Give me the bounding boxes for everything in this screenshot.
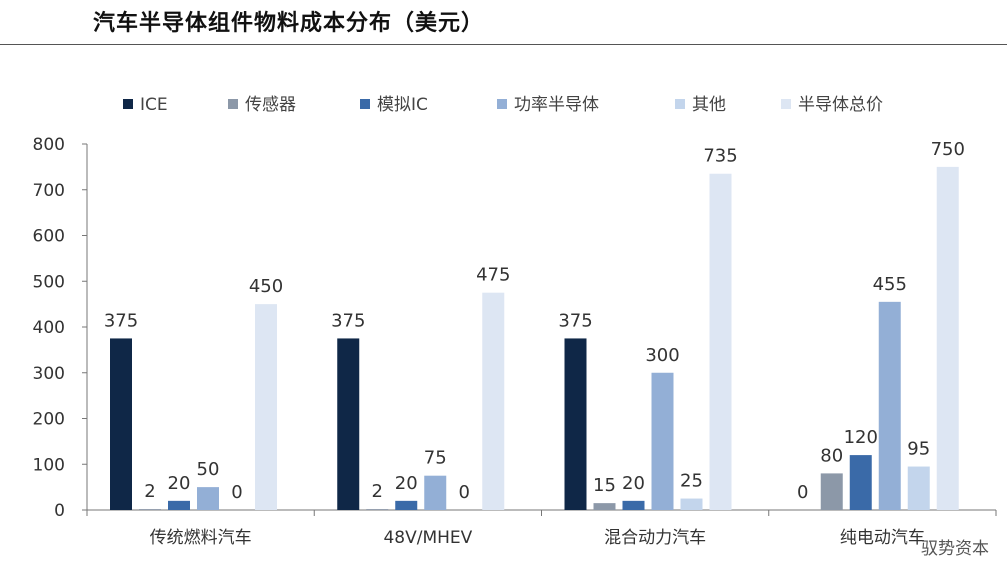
bar	[849, 455, 872, 510]
bar	[482, 292, 505, 510]
bar	[936, 166, 959, 510]
data-label: 300	[645, 345, 679, 366]
bar	[197, 487, 219, 510]
data-label: 450	[249, 276, 283, 297]
legend-label: 功率半导体	[514, 95, 599, 115]
data-label: 80	[820, 445, 843, 466]
y-tick-label: 600	[33, 227, 65, 247]
x-category-label: 传统燃料汽车	[150, 528, 252, 548]
y-tick-label: 400	[33, 318, 65, 338]
data-label: 2	[372, 481, 383, 502]
x-category-label: 混合动力汽车	[604, 528, 706, 548]
legend-swatch	[781, 99, 791, 109]
legend-swatch	[497, 99, 507, 109]
x-category-label: 48V/MHEV	[383, 528, 472, 548]
y-tick-label: 200	[33, 410, 65, 430]
data-label: 0	[459, 482, 470, 503]
data-label: 50	[197, 459, 220, 480]
bar	[593, 503, 616, 510]
y-tick-label: 0	[54, 501, 65, 521]
data-label: 95	[907, 439, 930, 460]
data-label: 0	[797, 482, 808, 503]
legend-swatch	[228, 99, 238, 109]
data-label: 375	[331, 310, 365, 331]
bar	[255, 304, 277, 510]
bar	[168, 500, 190, 510]
data-label: 0	[231, 482, 242, 503]
data-label: 25	[680, 471, 703, 492]
data-label: 2	[144, 481, 155, 502]
bar	[564, 338, 587, 510]
data-label: 455	[873, 274, 907, 295]
bar	[110, 338, 132, 510]
y-tick-label: 500	[33, 272, 65, 292]
bar	[907, 466, 930, 510]
y-tick-label: 700	[33, 181, 65, 201]
data-label: 735	[703, 146, 737, 167]
data-label: 75	[424, 448, 447, 469]
data-label: 375	[558, 310, 592, 331]
legend-label: ICE	[140, 95, 168, 115]
bar	[424, 475, 447, 510]
bar	[820, 473, 843, 510]
data-label: 475	[476, 265, 510, 286]
legend-swatch	[123, 99, 133, 109]
data-label: 20	[622, 473, 645, 494]
y-tick-label: 100	[33, 455, 65, 475]
y-tick-label: 300	[33, 364, 65, 384]
watermark: 驭势资本	[921, 539, 989, 559]
y-tick-label: 800	[33, 135, 65, 155]
chart-title: 汽车半导体组件物料成本分布（美元）	[93, 10, 485, 36]
data-label: 15	[593, 475, 616, 496]
bar	[680, 498, 703, 510]
legend-swatch	[360, 99, 370, 109]
bar	[878, 301, 901, 510]
legend-label: 传感器	[245, 95, 296, 115]
legend-label: 模拟IC	[377, 95, 428, 115]
data-label: 375	[104, 310, 138, 331]
title-bar: 汽车半导体组件物料成本分布（美元）	[0, 0, 1007, 45]
bar	[622, 500, 645, 510]
data-label: 120	[844, 427, 878, 448]
legend-swatch	[675, 99, 685, 109]
data-label: 20	[395, 473, 418, 494]
x-category-label: 纯电动汽车	[840, 528, 925, 548]
bar	[709, 173, 732, 511]
bar	[337, 338, 360, 510]
bar	[139, 509, 161, 510]
data-label: 20	[168, 473, 191, 494]
legend-label: 半导体总价	[798, 95, 883, 115]
bar	[366, 509, 389, 510]
data-label: 750	[931, 139, 965, 160]
legend-label: 其他	[692, 95, 726, 115]
bar	[395, 500, 418, 510]
bar	[651, 372, 674, 510]
